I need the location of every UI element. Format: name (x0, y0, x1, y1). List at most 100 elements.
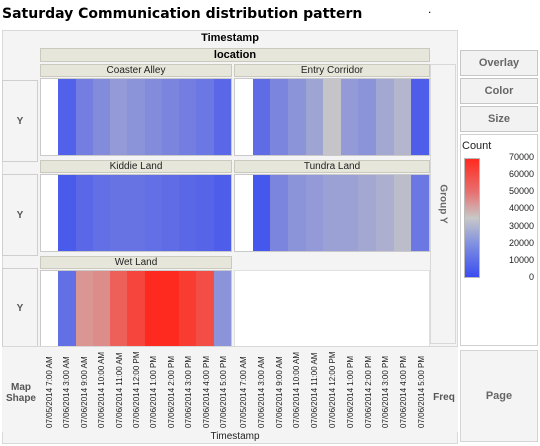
heatmap-cell[interactable] (179, 175, 198, 251)
map-shape-zone[interactable]: Map Shape (5, 382, 36, 404)
heatmap-cell[interactable] (235, 79, 253, 155)
heatmap-cell[interactable] (393, 79, 412, 155)
heatmap-cell[interactable] (270, 175, 289, 251)
color-gradient-bar (464, 158, 480, 278)
heatmap-cell[interactable] (196, 79, 215, 155)
heatmap-cell[interactable] (358, 79, 377, 155)
x-tick-label: 07/05/2014 7:00 AM (238, 356, 248, 428)
heatmap-cell[interactable] (41, 79, 59, 155)
heatmap-cell[interactable] (110, 79, 129, 155)
size-button[interactable]: Size (460, 106, 538, 132)
heatmap-plot[interactable] (234, 174, 430, 252)
freq-zone[interactable]: Freq (433, 392, 455, 403)
heatmap-plot[interactable] (40, 78, 232, 156)
heatmap-cell[interactable] (196, 175, 215, 251)
heatmap-cell[interactable] (196, 271, 215, 347)
heatmap-cell[interactable] (144, 271, 163, 347)
heatmap-plot[interactable] (234, 78, 430, 156)
heatmap-cell[interactable] (41, 271, 59, 347)
y-zone-row-2[interactable]: Y (2, 174, 38, 256)
y-label: Y (16, 115, 24, 127)
heatmap-cell[interactable] (92, 271, 111, 347)
legend-tick-label: 20000 (508, 237, 534, 248)
heatmap-cell[interactable] (235, 175, 253, 251)
x-tick-label: 07/06/2014 10:00 AM (97, 351, 107, 428)
heatmap-cell[interactable] (110, 175, 129, 251)
timestamp-top-label[interactable]: Timestamp (201, 32, 259, 44)
panel-wet-land: Wet Land (40, 256, 232, 348)
heatmap-cell[interactable] (252, 175, 271, 251)
heatmap-plot[interactable] (40, 174, 232, 252)
heatmap-cell[interactable] (323, 175, 342, 251)
color-button[interactable]: Color (460, 78, 538, 104)
heatmap-cell[interactable] (213, 79, 231, 155)
heatmap-cell[interactable] (75, 271, 94, 347)
x-axis-ticks-left: 07/05/2014 7:00 AM 07/06/2014 3:00 AM 07/0… (40, 350, 232, 428)
heatmap-cell[interactable] (127, 271, 146, 347)
panel-header: Entry Corridor (234, 64, 430, 77)
heatmap-cell[interactable] (213, 175, 231, 251)
heatmap-cell[interactable] (287, 175, 306, 251)
x-tick-label: 07/06/2014 4:00 PM (201, 355, 211, 428)
heatmap-cell[interactable] (179, 79, 198, 155)
heatmap-cell[interactable] (161, 175, 180, 251)
heatmap-plot[interactable] (40, 270, 232, 348)
legend-tick-label: 0 (528, 272, 534, 282)
group-y-label: Group Y (437, 184, 449, 224)
heatmap-cell[interactable] (376, 175, 395, 251)
panel-header: Kiddie Land (40, 160, 232, 173)
heatmap-cell[interactable] (58, 79, 77, 155)
panel-header: Wet Land (40, 256, 232, 269)
panel-header: Coaster Alley (40, 64, 232, 77)
x-tick-label: 07/06/2014 2:00 PM (166, 355, 176, 428)
panel-header: Tundra Land (234, 160, 430, 173)
heatmap-cell[interactable] (75, 175, 94, 251)
heatmap-cell[interactable] (411, 79, 429, 155)
x-tick-label: 07/06/2014 3:00 PM (381, 355, 391, 428)
x-tick-label: 07/06/2014 12:00 PM (132, 351, 141, 428)
heatmap-cell[interactable] (161, 271, 180, 347)
heatmap-cell[interactable] (92, 175, 111, 251)
heatmap-cell[interactable] (41, 175, 59, 251)
heatmap-cell[interactable] (270, 79, 289, 155)
heatmap-cell[interactable] (305, 175, 324, 251)
x-axis-ticks-right: 07/05/2014 7:00 AM 07/06/2014 3:00 AM 07/0… (234, 350, 430, 428)
heatmap-cell[interactable] (287, 79, 306, 155)
heatmap-cell[interactable] (393, 175, 412, 251)
heatmap-cell[interactable] (144, 79, 163, 155)
heatmap-cell[interactable] (376, 79, 395, 155)
heatmap-cell[interactable] (110, 271, 129, 347)
heatmap-cell[interactable] (58, 271, 77, 347)
x-tick-label: 07/06/2014 3:00 AM (62, 356, 72, 428)
y-zone-row-3[interactable]: Y (2, 268, 38, 348)
heatmap-cell[interactable] (411, 175, 429, 251)
heatmap-cell[interactable] (305, 79, 324, 155)
page-zone[interactable]: Page (460, 350, 538, 442)
panel-coaster-alley: Coaster Alley (40, 64, 232, 158)
heatmap-cell[interactable] (252, 79, 271, 155)
group-y-zone[interactable]: Group Y (430, 64, 456, 344)
heatmap-cell[interactable] (213, 271, 231, 347)
y-zone-row-1[interactable]: Y (2, 80, 38, 162)
x-tick-label: 07/06/2014 1:00 PM (149, 355, 159, 428)
heatmap-cell[interactable] (127, 79, 146, 155)
x-tick-label: 07/06/2014 1:00 PM (345, 355, 355, 428)
heatmap-cell[interactable] (127, 175, 146, 251)
heatmap-cell[interactable] (323, 79, 342, 155)
heatmap-cell[interactable] (358, 175, 377, 251)
panel-kiddie-land: Kiddie Land (40, 160, 232, 254)
heatmap-cell[interactable] (58, 175, 77, 251)
heatmap-cell[interactable] (92, 79, 111, 155)
heatmap-cell[interactable] (75, 79, 94, 155)
legend-tick-label: 30000 (508, 220, 534, 231)
heatmap-cell[interactable] (144, 175, 163, 251)
overlay-button[interactable]: Overlay (460, 50, 538, 76)
heatmap-cell[interactable] (340, 79, 359, 155)
legend-tick-label: 10000 (508, 254, 534, 265)
heatmap-cell[interactable] (340, 175, 359, 251)
heatmap-cell[interactable] (179, 271, 198, 347)
location-header[interactable]: location (40, 48, 430, 62)
heatmap-cell[interactable] (161, 79, 180, 155)
panel-tundra-land: Tundra Land (234, 160, 430, 254)
timestamp-bottom-label[interactable]: Timestamp (210, 431, 260, 442)
